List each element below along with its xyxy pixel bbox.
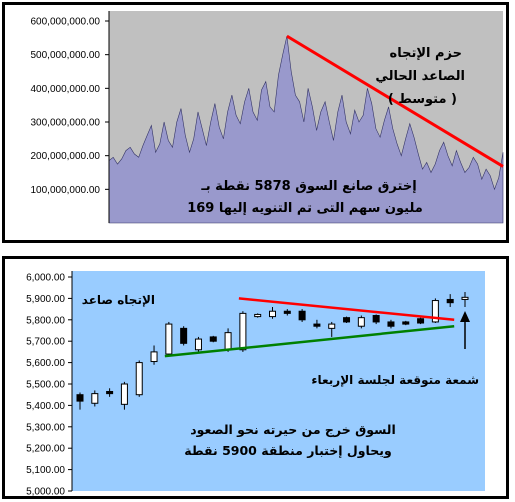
index-chart-panel: 6,000.00 5,900.00 5,800.00 5,700.00 5,600.00… <box>2 256 509 499</box>
candle-body <box>461 296 469 300</box>
candle-body <box>135 362 143 396</box>
y-tick-label: 6,000.00 <box>26 273 65 284</box>
candle-body <box>180 327 188 344</box>
candle-body <box>76 394 84 402</box>
candle-body <box>446 298 454 304</box>
index-candlestick-chart: 6,000.00 5,900.00 5,800.00 5,700.00 5,600.00… <box>26 271 485 497</box>
annotation-trend-line3: ( متوسط ) <box>388 92 457 107</box>
candle-body <box>165 323 173 355</box>
candle-body <box>194 338 202 351</box>
annotation-market-line1: السوق خرج من حيرته نحو الصعود <box>190 422 396 437</box>
y-axis-ticks: 600,000,000.00 500,000,000.00 400,000,000.… <box>30 11 110 223</box>
candle-body <box>357 317 365 327</box>
y-tick-label: 5,900.00 <box>26 294 65 305</box>
candle-body <box>417 318 425 324</box>
candle-body <box>328 323 336 329</box>
y-tick-label: 5,100.00 <box>26 465 65 476</box>
candle-body <box>402 321 410 325</box>
volume-area <box>108 36 504 224</box>
y-tick-label: 5,200.00 <box>26 444 65 455</box>
candle-body <box>313 323 321 327</box>
candle-body <box>298 310 306 321</box>
y-tick-label: 200,000,000.00 <box>30 151 100 162</box>
y-tick-label: 300,000,000.00 <box>30 118 100 129</box>
y-tick-label: 400,000,000.00 <box>30 84 100 95</box>
annotation-market-line2: ويحاول إختبار منطقة 5900 نقطة <box>184 443 391 458</box>
y-tick-label: 500,000,000.00 <box>30 50 100 61</box>
y-tick-label: 5,800.00 <box>26 315 65 326</box>
candle-body <box>269 310 276 318</box>
annotation-trend-line2: الصاعد الحالي <box>375 69 465 84</box>
y-tick-label: 5,000.00 <box>26 487 65 497</box>
candle-body <box>343 317 351 323</box>
volume-chart-panel: 600,000,000.00 500,000,000.00 400,000,000.… <box>2 2 509 243</box>
annotation-expected-candle: شمعة متوقعة لجلسة الإربعاء <box>311 373 479 388</box>
volume-area-chart: 600,000,000.00 500,000,000.00 400,000,000.… <box>30 11 504 224</box>
candle-body <box>387 321 395 327</box>
annotation-breakout-line2: 169 مليون سهم التى تم التنويه إليها <box>187 201 423 216</box>
down-trendline <box>286 34 504 168</box>
y-tick-label: 600,000,000.00 <box>30 17 100 28</box>
candle-body <box>120 383 128 405</box>
candle-body <box>150 351 158 363</box>
annotation-breakout-line1: إخترق صانع السوق 5878 نقطة بـ <box>200 179 416 194</box>
support-line <box>164 324 455 358</box>
candle-body <box>224 332 232 351</box>
candle-body <box>372 315 380 323</box>
annotation-trend: الإتجاه صاعد <box>82 293 155 307</box>
candle-body <box>254 313 262 318</box>
candle-body <box>209 336 217 342</box>
annotation-trend-line1: حزم الإتجاه <box>390 46 462 61</box>
candle-body <box>91 393 99 404</box>
y-tick-label: 5,500.00 <box>26 380 65 391</box>
candle-body <box>431 300 439 323</box>
y-axis-ticks: 6,000.00 5,900.00 5,800.00 5,700.00 5,600.00… <box>26 271 73 497</box>
y-tick-label: 5,300.00 <box>26 422 65 433</box>
arrow-up-icon <box>460 311 470 322</box>
y-tick-label: 5,400.00 <box>26 401 65 412</box>
y-tick-label: 5,600.00 <box>26 358 65 369</box>
y-tick-label: 100,000,000.00 <box>30 185 100 196</box>
candle-body <box>106 390 114 395</box>
candle-body <box>283 310 291 314</box>
candle-body <box>239 312 247 351</box>
y-tick-label: 5,700.00 <box>26 337 65 348</box>
resistance-line <box>238 297 455 322</box>
candles <box>76 291 469 410</box>
